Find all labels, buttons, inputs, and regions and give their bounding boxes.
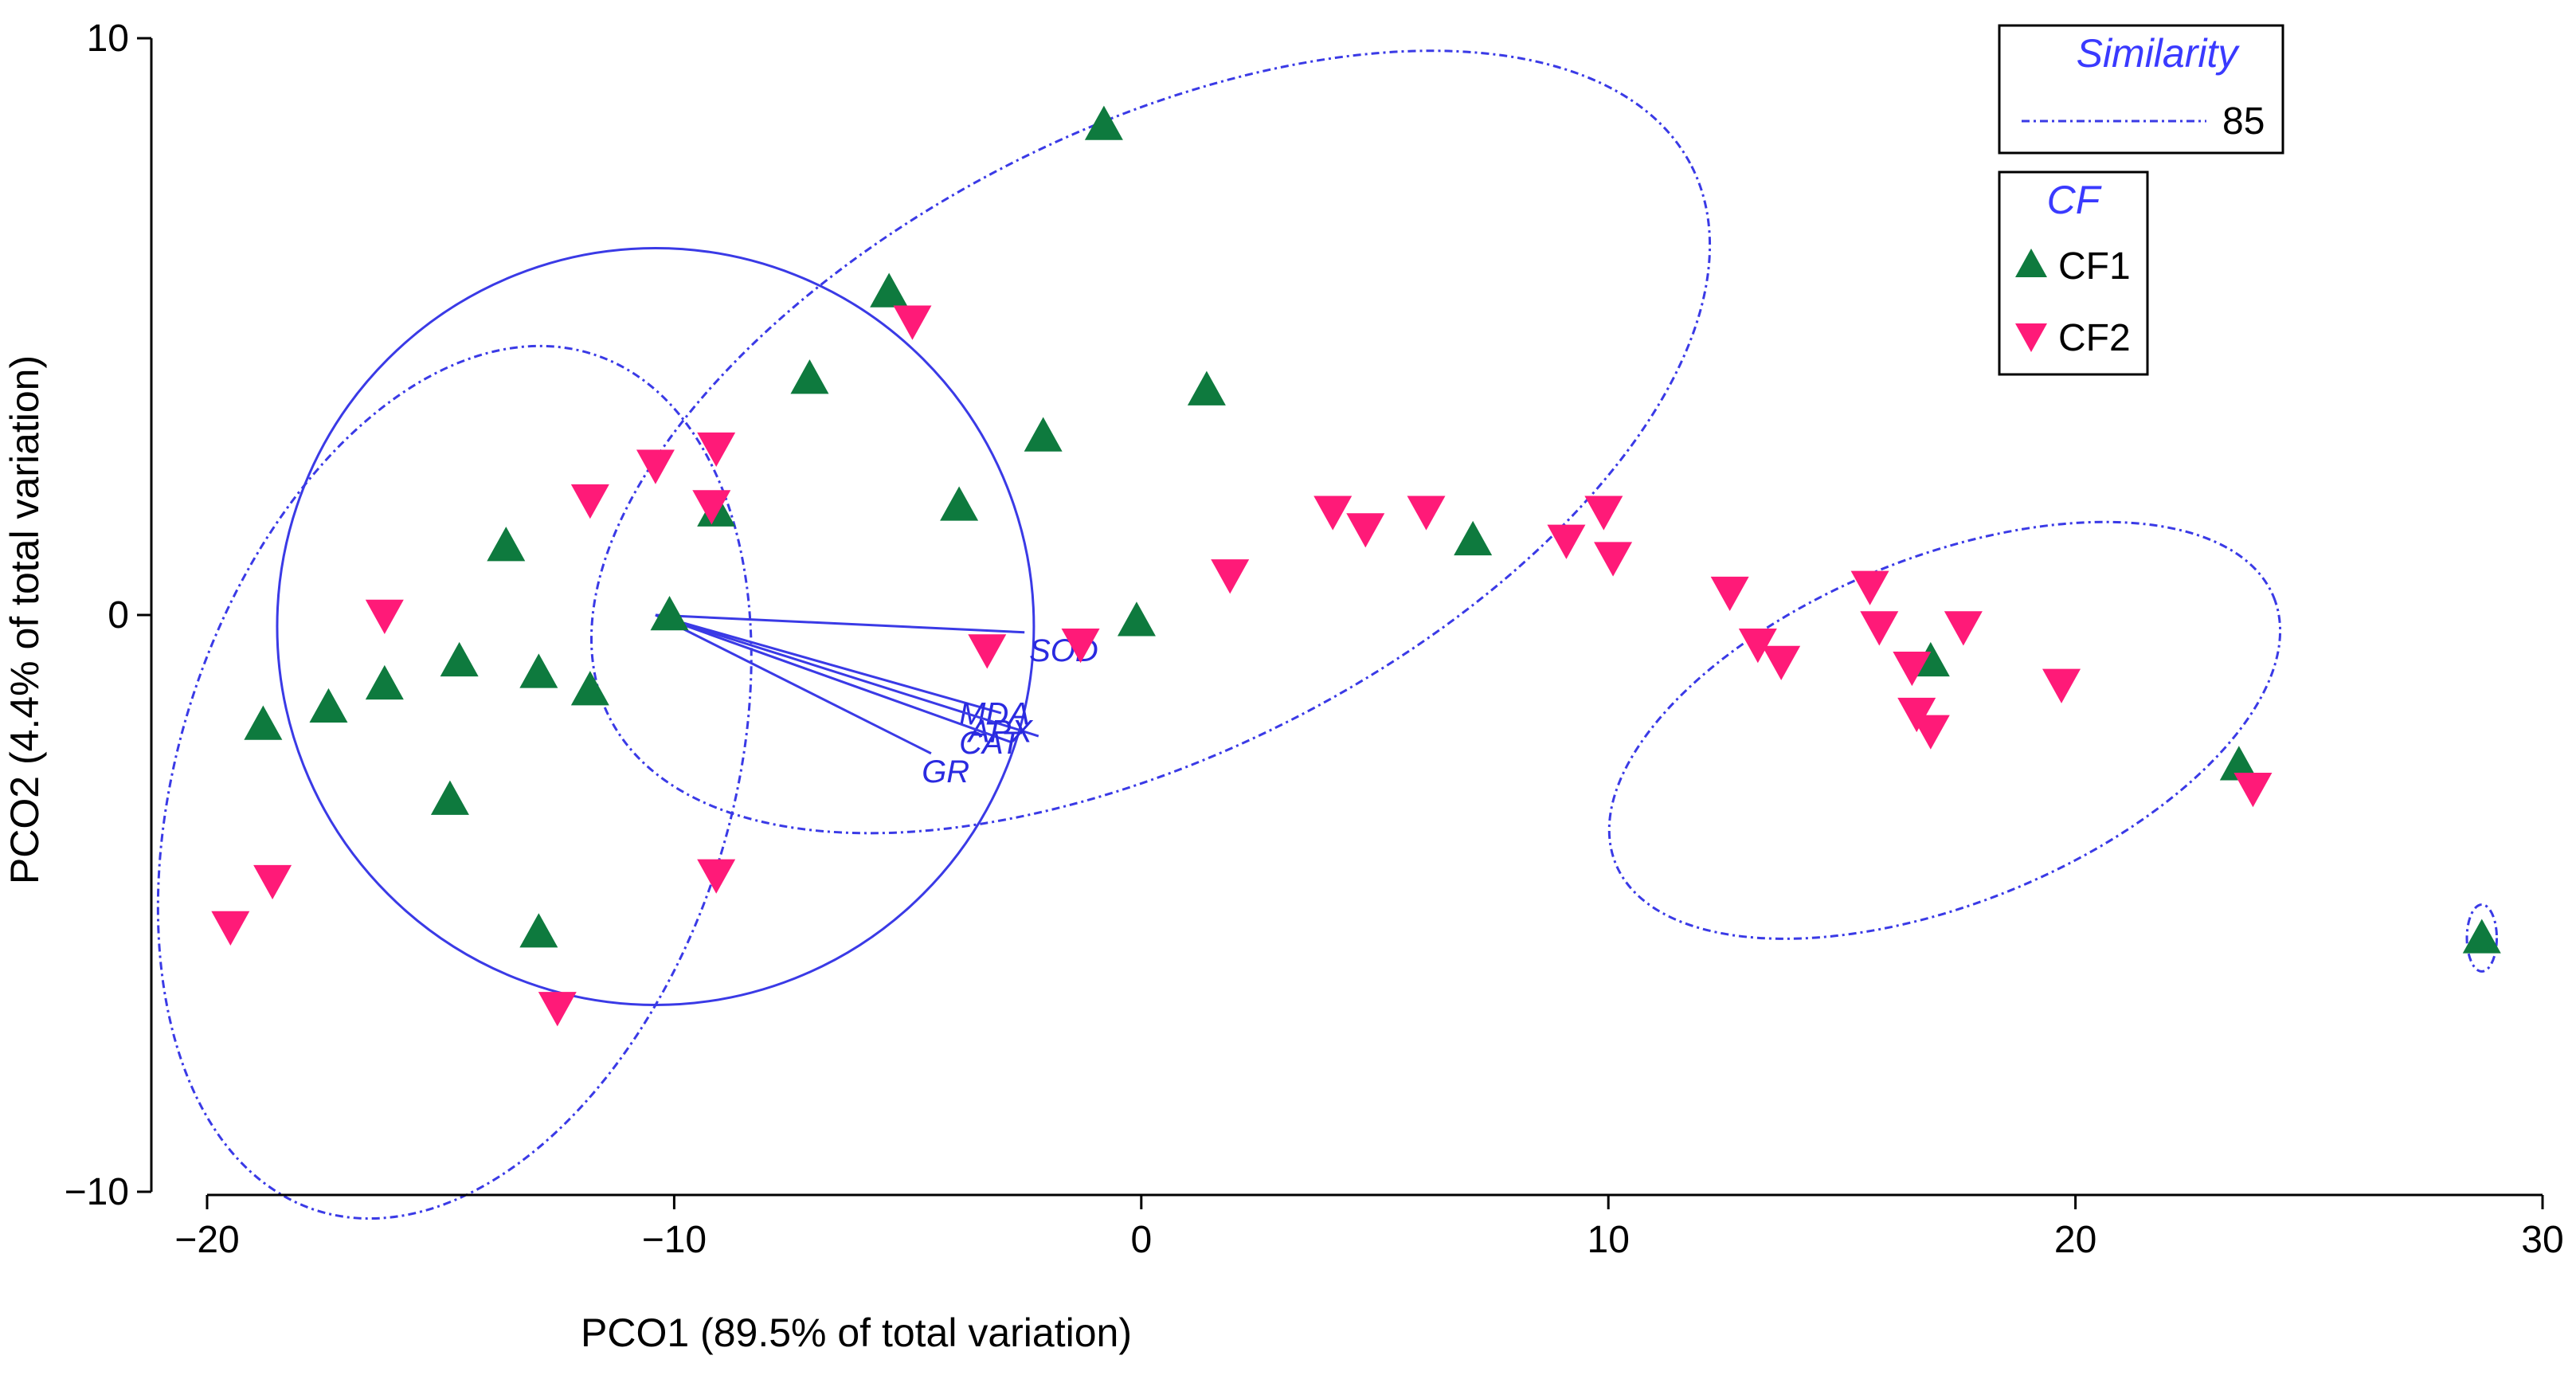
point-cf2 (2233, 773, 2273, 808)
point-cf2 (1061, 629, 1100, 664)
legend: Similarity 85 CF CF1 CF2 (1998, 24, 2284, 376)
correlation-circle-layer (276, 246, 1035, 1006)
point-cf2 (1893, 651, 1932, 687)
point-cf2 (2042, 668, 2081, 703)
point-cf2 (1738, 629, 1777, 664)
point-cf2 (1584, 496, 1623, 531)
similarity-ellipse (1607, 520, 2282, 940)
point-cf2 (211, 911, 250, 946)
legend-group-title: CF (2047, 178, 2102, 222)
point-cf1 (487, 527, 526, 562)
x-tick-label: −20 (174, 1219, 239, 1261)
point-cf2 (893, 305, 932, 340)
point-cf2 (1594, 542, 1633, 577)
point-cf1 (244, 705, 283, 740)
point-cf2 (1911, 715, 1950, 750)
point-cf1 (650, 596, 689, 631)
x-axis-title: PCO1 (89.5% of total variation) (581, 1310, 1132, 1355)
point-cf2 (1313, 496, 1353, 531)
similarity-ellipse (589, 49, 1712, 835)
legend-cf1-marker (2015, 249, 2047, 277)
y-tick-label: −10 (65, 1171, 129, 1213)
legend-cf2-label: CF2 (2058, 317, 2131, 359)
legend-similarity-title: Similarity (2077, 31, 2241, 76)
x-tick-label: 10 (1587, 1219, 1630, 1261)
x-tick-label: 30 (2521, 1219, 2563, 1261)
point-cf2 (365, 599, 404, 634)
point-cf1 (870, 272, 909, 308)
point-cf2 (968, 634, 1007, 669)
point-cf1 (570, 671, 609, 706)
point-cf1 (790, 359, 829, 394)
legend-cf2-marker (2015, 323, 2047, 352)
y-tick-label: 0 (108, 594, 129, 637)
vector-label-gr: GR (922, 754, 969, 789)
point-cf1 (1454, 520, 1493, 556)
vector-line-gr (655, 613, 932, 755)
correlation-circle (276, 246, 1035, 1006)
data-points (211, 105, 2501, 1027)
point-cf2 (1346, 513, 1385, 548)
point-cf2 (1897, 697, 1936, 733)
x-tick-label: −10 (642, 1219, 707, 1261)
vector-line-cat (655, 613, 1012, 743)
point-cf1 (1024, 417, 1063, 452)
point-cf1 (519, 653, 558, 688)
x-tick-label: 0 (1130, 1219, 1152, 1261)
point-cf2 (1710, 576, 1749, 612)
x-tick-label: 20 (2054, 1219, 2096, 1261)
point-cf1 (365, 664, 404, 700)
point-cf1 (519, 913, 558, 948)
point-cf2 (692, 490, 731, 525)
point-cf2 (538, 992, 577, 1027)
legend-cf1-label: CF1 (2058, 245, 2131, 288)
point-cf2 (1211, 559, 1250, 594)
point-cf2 (697, 432, 736, 468)
point-cf2 (1944, 611, 1983, 646)
y-tick-label: 10 (87, 18, 129, 60)
point-cf1 (1084, 105, 1123, 140)
legend-similarity-value: 85 (2222, 100, 2265, 143)
legend-similarity-box (1998, 24, 2284, 155)
vector-label-apx: APX (967, 714, 1033, 749)
point-cf2 (570, 484, 609, 519)
similarity-ellipse (2465, 903, 2499, 973)
point-cf2 (636, 449, 675, 484)
axes: −20 −10 0 10 20 30 −10 0 10 (65, 18, 2564, 1261)
vector-line-apx (655, 613, 1039, 738)
point-cf2 (1407, 496, 1446, 531)
point-cf2 (1850, 570, 1889, 605)
point-cf1 (430, 780, 469, 815)
y-axis-title: PCO2 (4.4% of total variation) (2, 355, 47, 884)
point-cf2 (1547, 524, 1586, 559)
vector-line-mda (655, 613, 1002, 715)
point-cf2 (1762, 645, 1801, 680)
point-cf1 (940, 486, 979, 521)
point-cf1 (309, 688, 348, 723)
point-cf2 (1860, 611, 1899, 646)
point-cf1 (2462, 919, 2501, 954)
point-cf1 (1187, 370, 1226, 405)
point-cf2 (253, 864, 292, 900)
point-cf1 (2219, 746, 2258, 781)
point-cf2 (697, 859, 736, 894)
point-cf1 (440, 641, 479, 677)
point-cf1 (1117, 601, 1156, 637)
vector-label-cat: CAT (959, 726, 1023, 761)
vector-line-sod (655, 613, 1025, 634)
